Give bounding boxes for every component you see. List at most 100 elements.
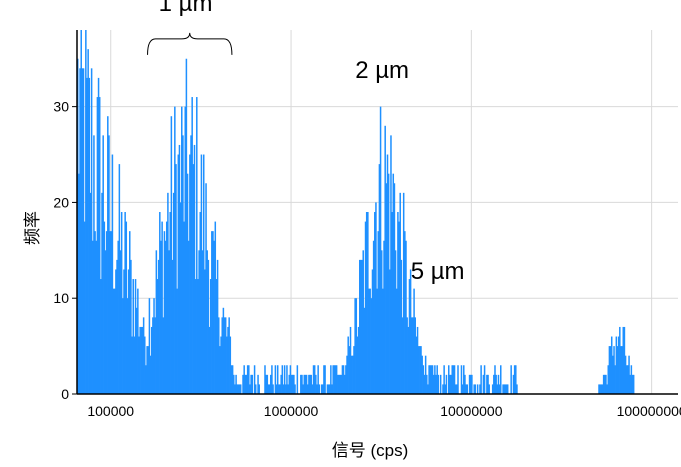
histogram-bar [254, 384, 257, 394]
histogram-bar [213, 240, 215, 394]
histogram-bar [226, 336, 228, 394]
histogram-bar [88, 77, 91, 394]
histogram-bar [389, 269, 391, 394]
histogram-bar [132, 279, 134, 394]
histogram-bar [398, 221, 400, 394]
histogram-bar [174, 106, 176, 394]
histogram-bar [86, 77, 88, 394]
histogram-bar [94, 231, 96, 394]
histogram-bar [322, 384, 324, 394]
histogram-bar [604, 374, 606, 394]
histogram-bar [405, 240, 407, 394]
histogram-bar [231, 365, 234, 394]
histogram-bar [613, 346, 615, 394]
histogram-bar [349, 326, 352, 394]
histogram-bar [448, 365, 450, 394]
histogram-bar [117, 240, 119, 394]
histogram-bar [609, 346, 612, 394]
histogram-bar [512, 374, 515, 394]
histogram-bar [179, 202, 182, 394]
histogram-bar [271, 365, 273, 394]
histogram-bar [480, 365, 482, 394]
histogram-bar [370, 298, 373, 394]
histogram-bar [190, 135, 192, 394]
histogram-bar [205, 183, 207, 394]
histogram-bar [120, 212, 123, 394]
histogram-bar [168, 250, 170, 394]
histogram-bar [352, 355, 354, 394]
histogram-bar [170, 116, 173, 395]
histogram-bar [200, 154, 203, 394]
histogram-bar [476, 384, 479, 394]
histogram-bar [334, 365, 337, 394]
histogram-bar [482, 374, 485, 394]
histogram-bar [246, 365, 249, 394]
histogram-bar [631, 374, 634, 394]
histogram-bar [399, 192, 401, 394]
histogram-bar [202, 154, 205, 394]
histogram-bar [107, 116, 109, 395]
histogram-bar [184, 106, 186, 394]
histogram-bar [77, 58, 79, 395]
histogram-bar [463, 365, 465, 394]
histogram-bar [428, 365, 430, 394]
histogram-bar [113, 288, 116, 394]
histogram-bar [326, 384, 329, 394]
histogram-bar [264, 365, 266, 394]
histogram-bar [363, 307, 366, 394]
histogram-bar [423, 374, 426, 394]
histogram-bar [515, 365, 517, 394]
histogram-bar [600, 384, 603, 394]
histogram-bar [279, 384, 281, 394]
histogram-bar [219, 346, 221, 394]
histogram-bar [141, 326, 144, 394]
histogram-bar [145, 365, 147, 394]
histogram-bar [160, 240, 162, 394]
histogram-bar [167, 192, 169, 394]
histogram-bar [198, 250, 200, 394]
histogram-bar [239, 384, 242, 394]
histogram-bar [204, 269, 206, 394]
histogram-bar [451, 365, 453, 394]
histogram-bar [150, 326, 153, 394]
histogram-bar [183, 221, 185, 394]
histogram-bar [378, 164, 381, 394]
histogram-bar [401, 317, 404, 394]
histogram-bar [465, 384, 467, 394]
histogram-bar [245, 374, 248, 394]
histogram-bar [206, 250, 208, 394]
histogram-bar [328, 384, 331, 394]
histogram-bar [318, 384, 321, 394]
histogram-bar [312, 365, 315, 394]
histogram-bar [368, 288, 370, 394]
histogram-bar [431, 365, 434, 394]
x-tick-labels: 100000 1000000 10000000 100000000 [87, 403, 681, 419]
histogram-bar [152, 317, 154, 394]
histogram-bar [473, 384, 475, 394]
histogram-bar [249, 384, 251, 394]
histogram-bar [339, 374, 341, 394]
histogram-bar [286, 365, 288, 394]
histogram-bar [304, 374, 307, 394]
histogram-bar [105, 231, 108, 394]
histogram-bar [513, 365, 516, 394]
histogram-bar [274, 365, 277, 394]
histogram-bar [185, 58, 188, 395]
histogram-bar [444, 384, 447, 394]
histogram-bar [159, 212, 161, 394]
histogram-bar [90, 68, 93, 394]
histogram-bar [216, 259, 219, 394]
histogram-bar [434, 365, 436, 394]
histogram-bar [320, 384, 323, 394]
histogram-bar [624, 355, 627, 394]
histogram-bar [182, 135, 184, 394]
histogram-bar [369, 288, 371, 394]
histogram-bar [197, 279, 199, 394]
histogram-bar [308, 374, 310, 394]
histogram-bar [293, 374, 295, 394]
y-tick-label: 10 [53, 290, 69, 306]
histogram-bar [497, 374, 500, 394]
histogram-bar [242, 374, 244, 394]
histogram-bar [104, 250, 107, 394]
histogram-bar [124, 212, 126, 394]
